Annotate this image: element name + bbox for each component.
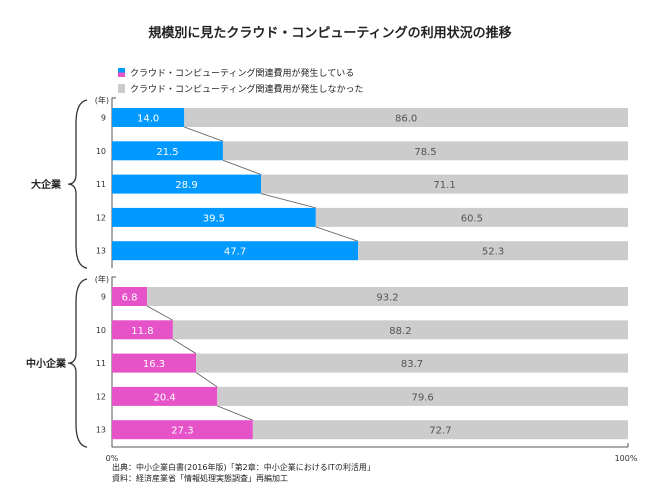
- legend-label: クラウド・コンピューティング関連費用が発生しなかった: [130, 85, 364, 95]
- legend-label: クラウド・コンピューティング関連費用が発生している: [130, 69, 355, 79]
- bar-not-incurred: [261, 174, 628, 194]
- legend-swatch-incurred: [118, 68, 125, 77]
- group-label: 中小企業: [26, 357, 67, 370]
- connector-line: [184, 126, 224, 142]
- data-label-incurred: 47.7: [224, 247, 246, 258]
- bar-not-incurred: [358, 241, 628, 261]
- data-label-incurred: 16.3: [143, 359, 165, 370]
- bar-not-incurred: [222, 141, 628, 161]
- bar-not-incurred: [184, 108, 629, 127]
- category-label: 11: [96, 359, 106, 368]
- data-label-incurred: 20.4: [153, 392, 175, 403]
- group-label: 大企業: [31, 178, 62, 191]
- bar-incurred: [112, 386, 218, 406]
- data-label-incurred: 14.0: [137, 114, 159, 125]
- category-label: 9: [101, 293, 106, 302]
- connector-line: [195, 372, 218, 388]
- connector-line: [217, 405, 254, 421]
- category-label: 10: [96, 326, 106, 335]
- data-label-not-incurred: 86.0: [395, 114, 417, 125]
- connector-line: [222, 159, 262, 175]
- bar-incurred: [112, 320, 173, 340]
- connector-line: [261, 193, 316, 209]
- data-label-not-incurred: 52.3: [482, 247, 504, 258]
- source-line: 出典：中小企業白書(2016年版)「第2章：中小企業におけるITの利活用」: [112, 463, 375, 472]
- bar-incurred: [112, 353, 197, 373]
- source-line: 資料：経済産業省「情報処理実態調査」再編加工: [112, 474, 288, 483]
- bar-incurred: [112, 241, 359, 261]
- bar-not-incurred: [315, 207, 628, 227]
- chart-title: 規模別に見たクラウド・コンピューティングの利用状況の推移: [148, 26, 512, 41]
- group-brace: [67, 278, 88, 448]
- bar-incurred: [112, 108, 185, 127]
- bar-incurred: [112, 174, 262, 194]
- data-label-not-incurred: 93.2: [376, 293, 398, 304]
- data-label-incurred: 11.8: [131, 326, 153, 337]
- bar-not-incurred: [196, 353, 628, 373]
- data-label-incurred: 6.8: [122, 293, 138, 304]
- source-note: 出典：中小企業白書(2016年版)「第2章：中小企業におけるITの利活用」 資料…: [112, 462, 375, 484]
- category-label: 13: [96, 247, 106, 256]
- data-label-not-incurred: 71.1: [433, 180, 455, 191]
- data-label-not-incurred: 72.7: [429, 426, 451, 437]
- category-label: 11: [96, 180, 106, 189]
- data-label-incurred: 21.5: [156, 147, 178, 158]
- legend-item-not-incurred: クラウド・コンピューティング関連費用が発生しなかった: [118, 82, 363, 95]
- connector-line: [146, 305, 174, 321]
- data-label-incurred: 27.3: [171, 426, 193, 437]
- data-label-not-incurred: 78.5: [414, 147, 436, 158]
- legend-item-incurred: クラウド・コンピューティング関連費用が発生している: [118, 66, 354, 79]
- data-label-not-incurred: 88.2: [389, 326, 411, 337]
- data-label-not-incurred: 83.7: [401, 359, 423, 370]
- bar-incurred: [112, 141, 223, 161]
- data-label-not-incurred: 79.6: [411, 392, 433, 403]
- category-label: 12: [96, 213, 106, 222]
- bar-not-incurred: [217, 386, 628, 406]
- bar-incurred: [112, 420, 253, 440]
- category-label: 13: [96, 426, 106, 435]
- connector-line: [315, 226, 359, 242]
- bar-incurred: [112, 207, 316, 227]
- data-label-not-incurred: 60.5: [461, 213, 483, 224]
- bar-not-incurred: [147, 287, 628, 306]
- x-tick-label: 100%: [615, 454, 638, 463]
- year-unit-label: (年): [95, 95, 109, 105]
- data-label-incurred: 39.5: [203, 213, 225, 224]
- group-brace: [67, 99, 88, 269]
- legend-swatch-not-incurred: [118, 84, 125, 93]
- data-label-incurred: 28.9: [175, 180, 197, 191]
- x-tick-label: 0%: [106, 454, 119, 463]
- year-unit-label: (年): [95, 274, 109, 284]
- connector-line: [172, 338, 197, 354]
- bar-incurred: [112, 287, 148, 306]
- category-label: 9: [101, 114, 106, 123]
- bar-not-incurred: [172, 320, 628, 340]
- category-label: 10: [96, 147, 106, 156]
- category-label: 12: [96, 392, 106, 401]
- bar-not-incurred: [252, 420, 629, 440]
